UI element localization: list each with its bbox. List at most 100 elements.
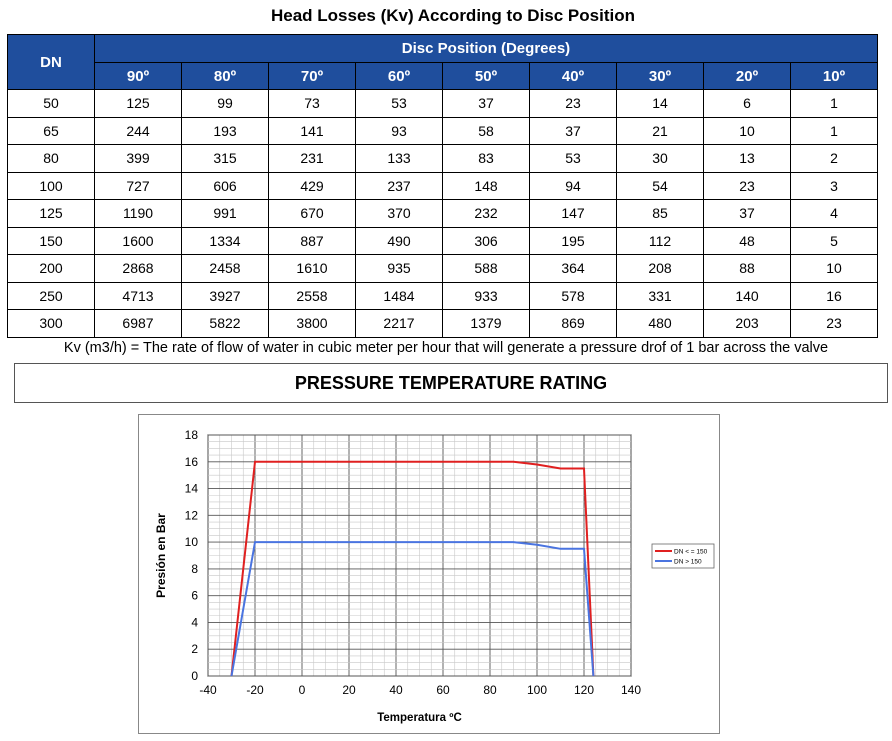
angle-header: 40º [529, 62, 617, 90]
kv-cell: 141 [268, 116, 356, 145]
kv-cell: 887 [268, 226, 356, 255]
kv-table-body: 50 125 99 73 53 37 23 14 6 1 65 244 193 141 93 58 37 21 10… [7, 89, 878, 338]
kv-cell: 21 [616, 116, 704, 145]
x-tick-label: 120 [574, 683, 594, 697]
kv-cell: 37 [703, 199, 791, 228]
kv-cell: 53 [529, 144, 617, 173]
dn-cell: 125 [7, 199, 95, 228]
angle-header: 20º [703, 62, 791, 90]
kv-cell: 16 [790, 281, 878, 310]
table-row: 50 125 99 73 53 37 23 14 6 1 [7, 89, 878, 118]
kv-cell: 2 [790, 144, 878, 173]
pressure-temperature-chart: -40 -20 0 20 40 60 80 100 120 140 0 2 4 6 8 10 12 14 16 18 T… [138, 414, 720, 734]
angle-header: 10º [790, 62, 878, 90]
kv-cell: 195 [529, 226, 617, 255]
kv-cell: 53 [355, 89, 443, 118]
angle-header: 50º [442, 62, 530, 90]
kv-cell: 869 [529, 309, 617, 338]
kv-cell: 244 [94, 116, 182, 145]
kv-cell: 578 [529, 281, 617, 310]
kv-cell: 6987 [94, 309, 182, 338]
table-row: 125 1190 991 670 370 232 147 85 37 4 [7, 199, 878, 228]
kv-cell: 2558 [268, 281, 356, 310]
kv-cell: 3927 [181, 281, 269, 310]
y-tick-label: 16 [185, 455, 199, 469]
kv-cell: 231 [268, 144, 356, 173]
y-tick-label: 2 [191, 642, 198, 656]
series-line-1 [230, 460, 595, 677]
kv-cell: 991 [181, 199, 269, 228]
y-axis-label: Presión en Bar [154, 513, 168, 598]
dn-cell: 100 [7, 171, 95, 200]
kv-cell: 30 [616, 144, 704, 173]
kv-cell: 1379 [442, 309, 530, 338]
kv-cell: 94 [529, 171, 617, 200]
y-tick-label: 18 [185, 428, 199, 442]
kv-cell: 23 [529, 89, 617, 118]
y-tick-label: 6 [191, 589, 198, 603]
table-row: 65 244 193 141 93 58 37 21 10 1 [7, 116, 878, 145]
angle-header: 80º [181, 62, 269, 90]
kv-note: Kv (m3/h) = The rate of flow of water in… [63, 340, 829, 356]
kv-cell: 10 [703, 116, 791, 145]
x-tick-label: -40 [199, 683, 217, 697]
kv-cell: 480 [616, 309, 704, 338]
kv-cell: 14 [616, 89, 704, 118]
x-tick-label: 60 [436, 683, 450, 697]
kv-cell: 331 [616, 281, 704, 310]
y-tick-label: 8 [191, 562, 198, 576]
kv-cell: 133 [355, 144, 443, 173]
table-row: 300 6987 5822 3800 2217 1379 869 480 203 23 [7, 309, 878, 338]
x-tick-label: 40 [389, 683, 403, 697]
kv-cell: 37 [442, 89, 530, 118]
kv-cell: 933 [442, 281, 530, 310]
kv-cell: 935 [355, 254, 443, 283]
y-tick-label: 14 [185, 482, 199, 496]
kv-cell: 490 [355, 226, 443, 255]
table-row: 200 2868 2458 1610 935 588 364 208 88 10 [7, 254, 878, 283]
legend-label: DN > 150 [674, 559, 702, 566]
angle-header: 70º [268, 62, 356, 90]
kv-cell: 1600 [94, 226, 182, 255]
kv-cell: 364 [529, 254, 617, 283]
y-tick-label: 0 [191, 669, 198, 683]
kv-cell: 670 [268, 199, 356, 228]
kv-cell: 1190 [94, 199, 182, 228]
kv-cell: 1484 [355, 281, 443, 310]
kv-cell: 10 [790, 254, 878, 283]
x-axis-label: Temperatura ºC [377, 712, 462, 724]
y-tick-label: 10 [185, 535, 199, 549]
dn-header: DN [7, 34, 95, 90]
x-tick-label: 0 [299, 683, 306, 697]
kv-cell: 203 [703, 309, 791, 338]
chart-svg: -40 -20 0 20 40 60 80 100 120 140 0 2 4 6 8 10 12 14 16 18 T… [154, 428, 715, 724]
table-row: 250 4713 3927 2558 1484 933 578 331 140 16 [7, 281, 878, 310]
kv-cell: 6 [703, 89, 791, 118]
kv-cell: 58 [442, 116, 530, 145]
kv-cell: 370 [355, 199, 443, 228]
kv-cell: 4 [790, 199, 878, 228]
dn-cell: 250 [7, 281, 95, 310]
kv-cell: 23 [703, 171, 791, 200]
angle-header: 30º [616, 62, 704, 90]
kv-cell: 5822 [181, 309, 269, 338]
kv-cell: 85 [616, 199, 704, 228]
angle-header: 60º [355, 62, 443, 90]
kv-cell: 13 [703, 144, 791, 173]
kv-cell: 606 [181, 171, 269, 200]
table-row: 100 727 606 429 237 148 94 54 23 3 [7, 171, 878, 200]
y-tick-label: 4 [191, 615, 198, 629]
kv-cell: 147 [529, 199, 617, 228]
dn-cell: 200 [7, 254, 95, 283]
kv-table: DN Disc Position (Degrees) 90º 80º 70º 60º 5… [7, 34, 878, 338]
x-tick-label: 20 [342, 683, 356, 697]
kv-cell: 5 [790, 226, 878, 255]
y-tick-label: 12 [185, 508, 199, 522]
kv-cell: 2868 [94, 254, 182, 283]
kv-cell: 315 [181, 144, 269, 173]
kv-cell: 1610 [268, 254, 356, 283]
angle-header-row: 90º 80º 70º 60º 50º 40º 30º 20º 10º [8, 62, 878, 90]
kv-cell: 83 [442, 144, 530, 173]
dn-cell: 65 [7, 116, 95, 145]
kv-cell: 93 [355, 116, 443, 145]
